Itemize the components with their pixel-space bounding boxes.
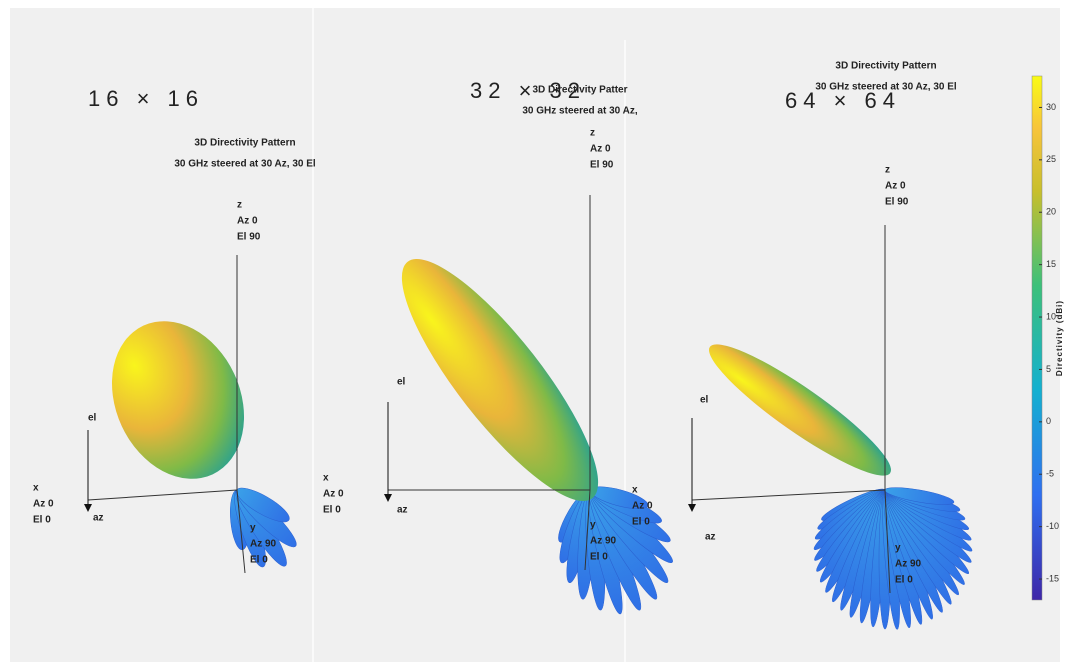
axis-label: z	[885, 165, 890, 176]
plot-subtitle: 30 GHz steered at 30 Az, 30 El	[174, 159, 316, 170]
axis-label: Az 0	[885, 181, 906, 192]
axis-label: El 0	[33, 515, 51, 526]
colorbar-tick-label: -15	[1046, 573, 1059, 583]
figure: 16 × 16 3D Directivity Pattern 30 GHz stee…	[0, 0, 1066, 670]
axis-label: El 0	[323, 505, 341, 516]
az-label: az	[705, 532, 716, 543]
page: { "panels": [ {"size_label": "16 × 16", …	[0, 0, 1066, 670]
axis-label: y	[590, 520, 596, 531]
colorbar-tick-label: -10	[1046, 521, 1059, 531]
colorbar-tick-label: 25	[1046, 154, 1056, 164]
plot-title: 3D Directivity Pattern	[835, 61, 936, 72]
axis-label: z	[237, 200, 242, 211]
el-label: el	[700, 395, 709, 406]
colorbar-tick-label: 30	[1046, 102, 1056, 112]
colorbar-tick-label: 0	[1046, 416, 1051, 426]
colorbar-tick-label: 15	[1046, 259, 1056, 269]
axis-label: Az 90	[250, 539, 277, 550]
axis-label: Az 90	[895, 559, 922, 570]
axis-label: El 0	[590, 552, 608, 563]
axis-label: x	[632, 485, 638, 496]
az-label: az	[397, 505, 408, 516]
axis-label: El 90	[237, 232, 261, 243]
axis-label: x	[323, 473, 329, 484]
axis-label: Az 0	[632, 501, 653, 512]
el-label: el	[397, 377, 406, 388]
axis-label: Az 0	[323, 489, 344, 500]
el-label: el	[88, 413, 97, 424]
az-label: az	[93, 513, 104, 524]
axis-label: Az 0	[33, 499, 54, 510]
plot-subtitle: 30 GHz steered at 30 Az, 30 El	[815, 82, 957, 93]
colorbar-label: Directivity (dBi)	[1055, 300, 1064, 376]
axis-label: x	[33, 483, 39, 494]
plot-title: 3D Directivity Patter	[532, 85, 627, 96]
colorbar-tick-label: 20	[1046, 207, 1056, 217]
axis-label: Az 0	[237, 216, 258, 227]
axis-label: El 0	[895, 575, 913, 586]
axis-label: y	[895, 543, 901, 554]
plot-title: 3D Directivity Pattern	[194, 138, 295, 149]
colorbar-tick-label: 5	[1046, 364, 1051, 374]
axis-label: Az 90	[590, 536, 617, 547]
size-label: 16 × 16	[88, 86, 204, 111]
axis-label: El 0	[632, 517, 650, 528]
axis-label: El 90	[590, 160, 614, 171]
axis-label: y	[250, 523, 256, 534]
plot-subtitle: 30 GHz steered at 30 Az,	[522, 106, 637, 117]
axis-label: z	[590, 128, 595, 139]
axis-label: El 0	[250, 555, 268, 566]
colorbar	[1032, 76, 1042, 600]
colorbar-tick-label: -5	[1046, 469, 1054, 479]
axis-label: Az 0	[590, 144, 611, 155]
axis-label: El 90	[885, 197, 909, 208]
